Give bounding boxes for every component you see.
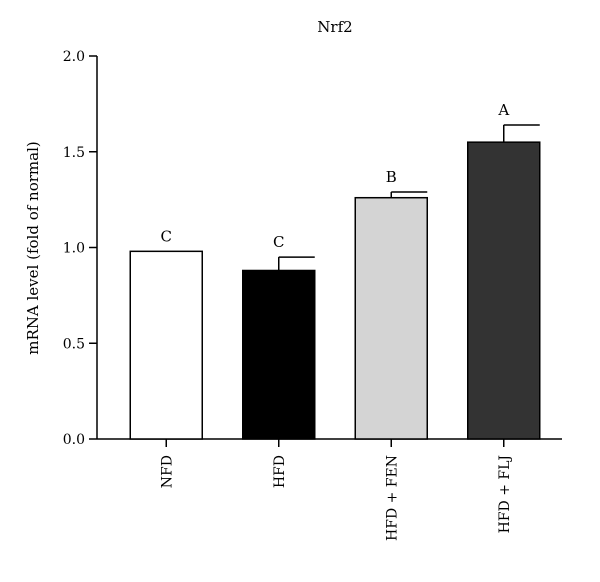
significance-label: B [386, 168, 397, 186]
category-label: NFD [159, 455, 175, 488]
category-label: HFD [272, 455, 288, 488]
significance-label: C [273, 233, 284, 251]
y-axis-label: mRNA level (fold of normal) [24, 141, 42, 354]
category-label: HFD + FLJ [497, 455, 513, 533]
y-tick-label: 0.5 [63, 336, 85, 352]
bar-hfd [242, 269, 316, 440]
plot-area: 0.0 0.5 1.0 1.5 2.0 C NFD C HFD B HFD + FEN A HFD + … [63, 49, 562, 541]
category-label: HFD + FEN [384, 455, 400, 541]
y-tick-label: 1.0 [63, 241, 85, 257]
significance-label: C [161, 227, 172, 245]
y-tick-label: 1.5 [63, 145, 85, 161]
y-tick-label: 2.0 [63, 49, 85, 65]
chart-title: Nrf2 [317, 18, 352, 36]
significance-label: A [497, 101, 509, 119]
y-tick-label: 0.0 [63, 432, 85, 448]
bar-nfd [129, 250, 203, 440]
bar-hfd-flj [467, 141, 541, 440]
bar-hfd-fen [354, 196, 428, 440]
